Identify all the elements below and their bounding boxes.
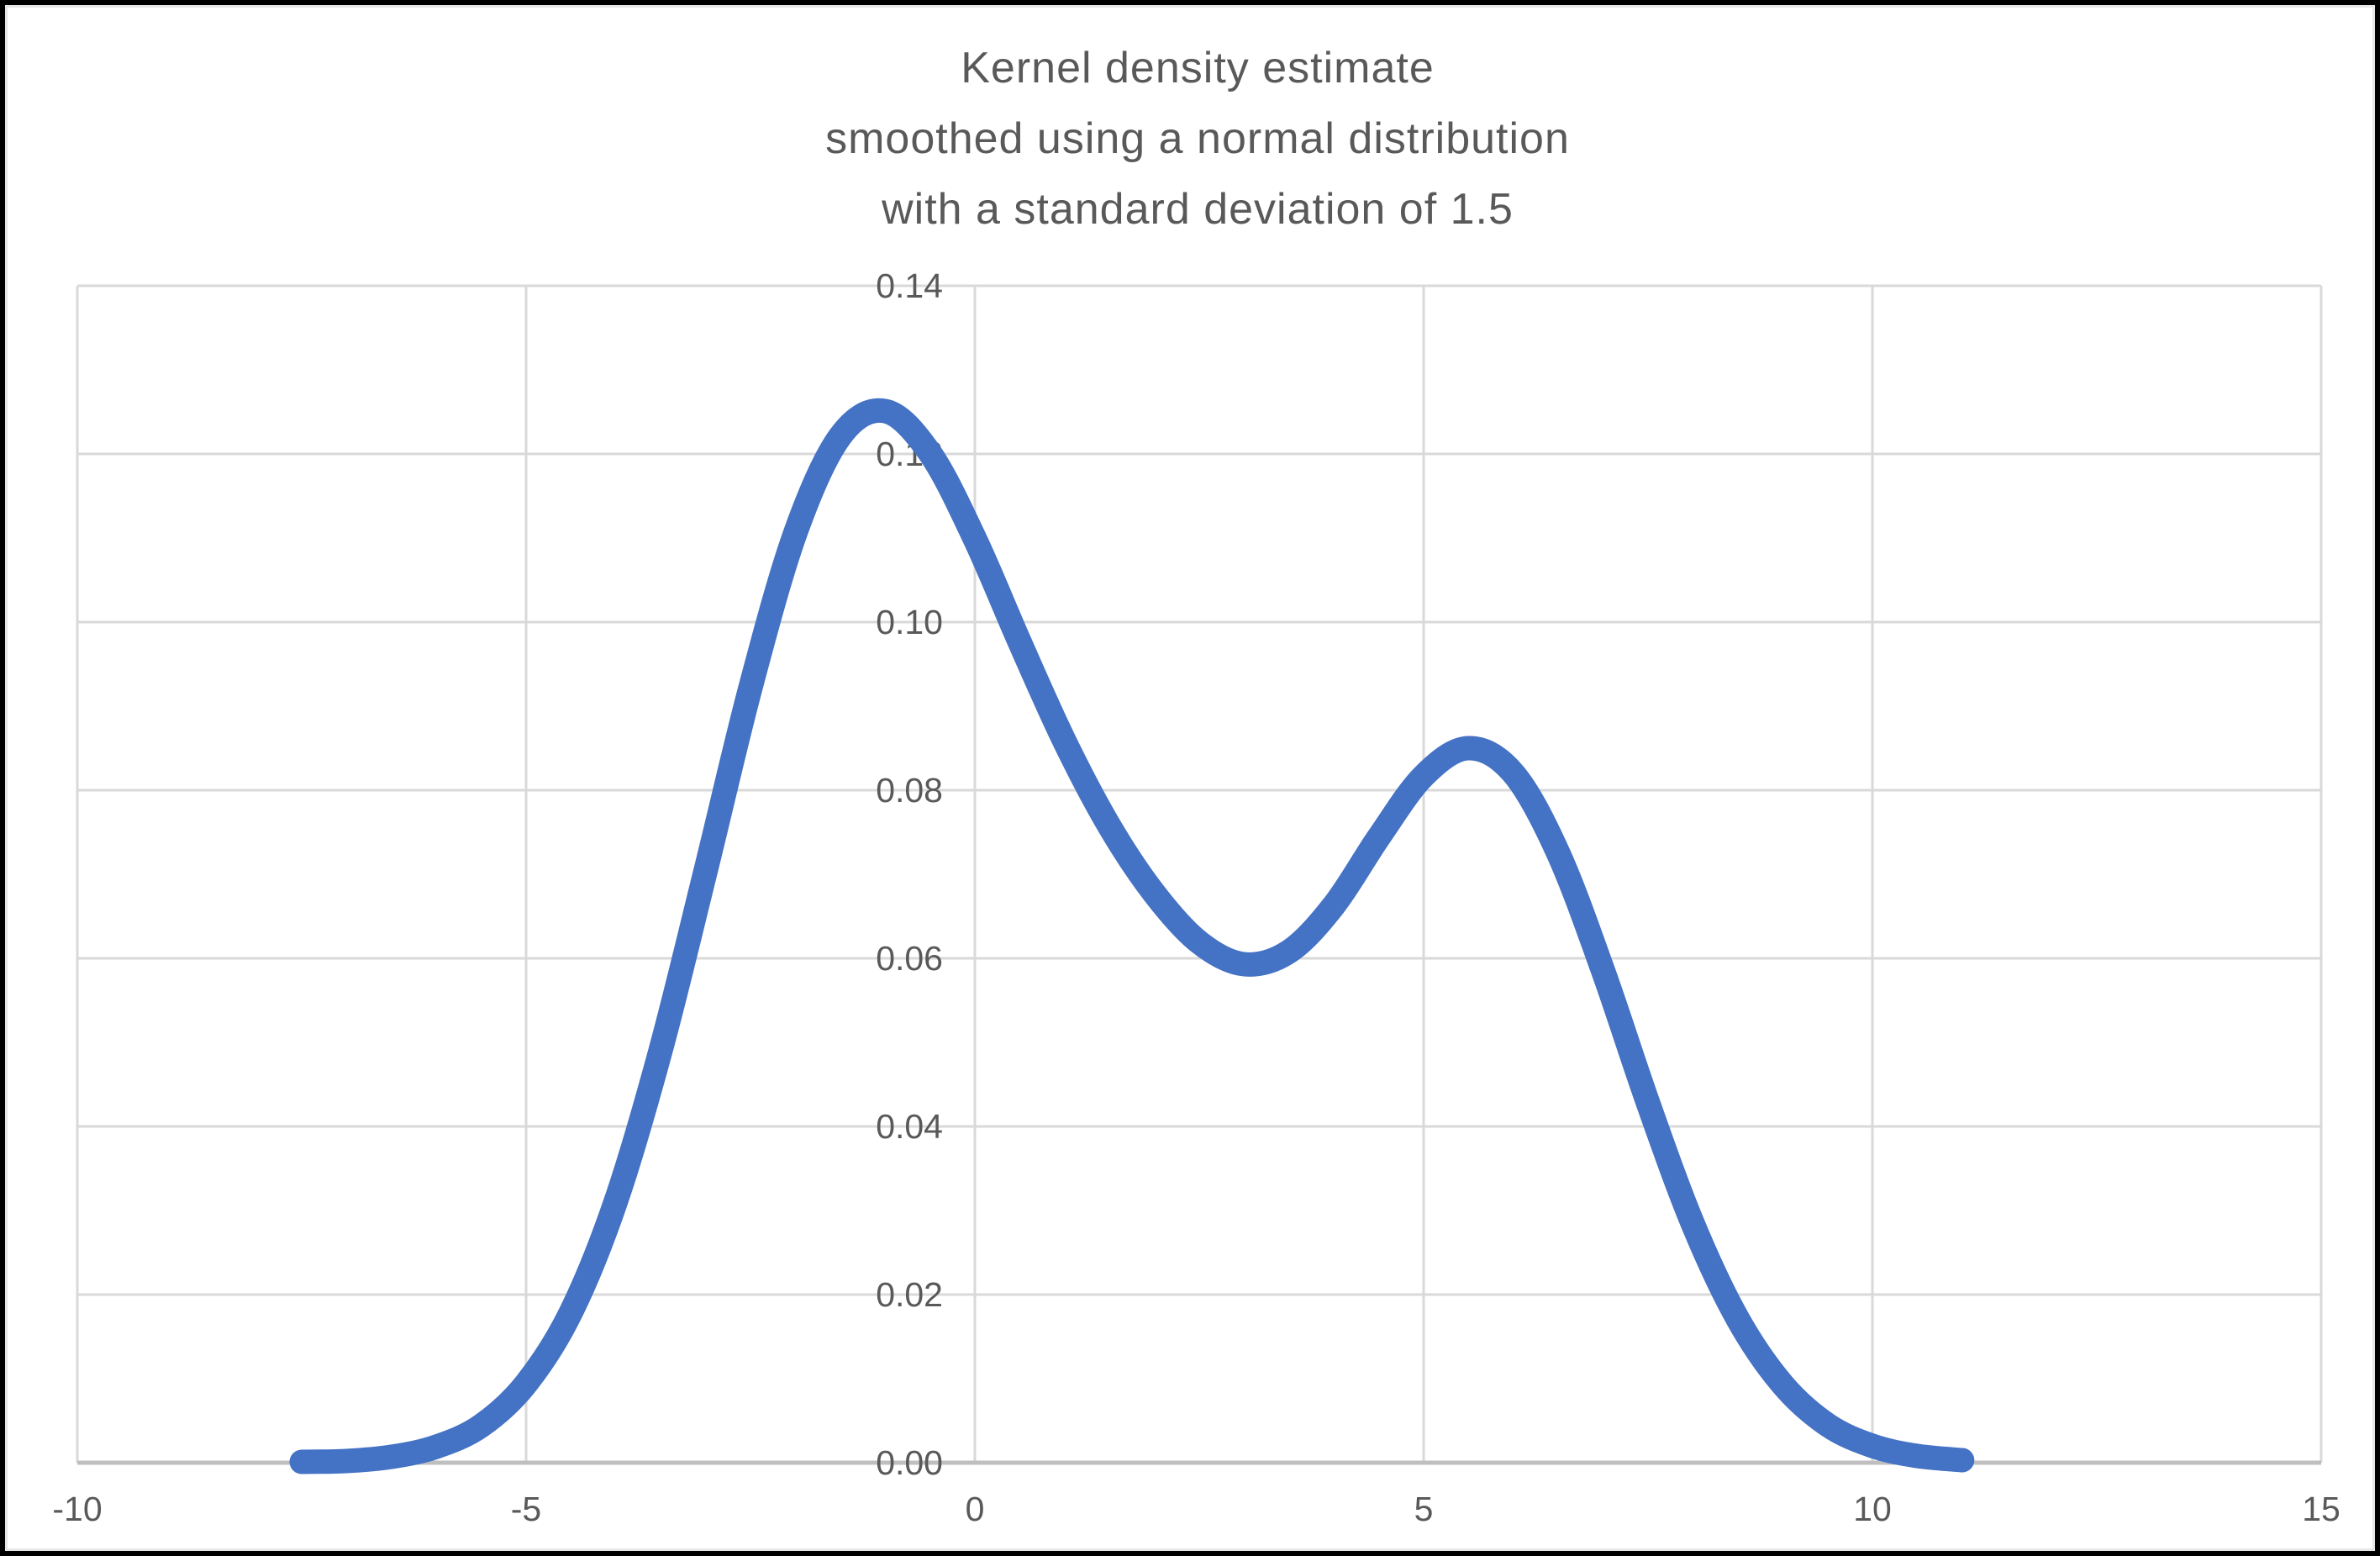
kde-curve [289,398,1975,1474]
x-tick-label-5: 5 [1414,1490,1434,1528]
chart-canvas: Kernel density estimate smoothed using a… [5,5,2375,1551]
chart-title-line-1: Kernel density estimate [961,44,1435,92]
y-tick-label-0.00: 0.00 [876,1443,943,1482]
chart-title-line-2: smoothed using a normal distribution [825,114,1570,163]
y-tick-label-0.14: 0.14 [876,266,943,305]
x-tick-label--10: -10 [52,1490,102,1528]
y-tick-label-0.08: 0.08 [876,771,943,810]
y-tick-label-0.10: 0.10 [876,603,943,641]
kde-curve-group [289,398,1975,1474]
gridlines [76,284,2323,1463]
x-tick-label-15: 15 [2302,1490,2341,1528]
y-tick-label-0.02: 0.02 [876,1275,943,1314]
plot-area: 0.000.020.040.060.080.100.120.14-10 -5 0 5 1… [52,266,2340,1528]
y-tick-label-0.04: 0.04 [876,1107,943,1146]
x-tick-label-0: 0 [966,1490,985,1528]
y-tick-label-0.06: 0.06 [876,939,943,978]
x-tick-label--5: -5 [511,1490,541,1528]
tick-labels: 0.000.020.040.060.080.100.120.14-10 -5 0 5 1… [52,266,2340,1528]
chart-title-line-3: with a standard deviation of 1.5 [882,185,1514,234]
x-tick-label-10: 10 [1853,1490,1892,1528]
chart-title: Kernel density estimate smoothed using a… [8,33,2372,245]
